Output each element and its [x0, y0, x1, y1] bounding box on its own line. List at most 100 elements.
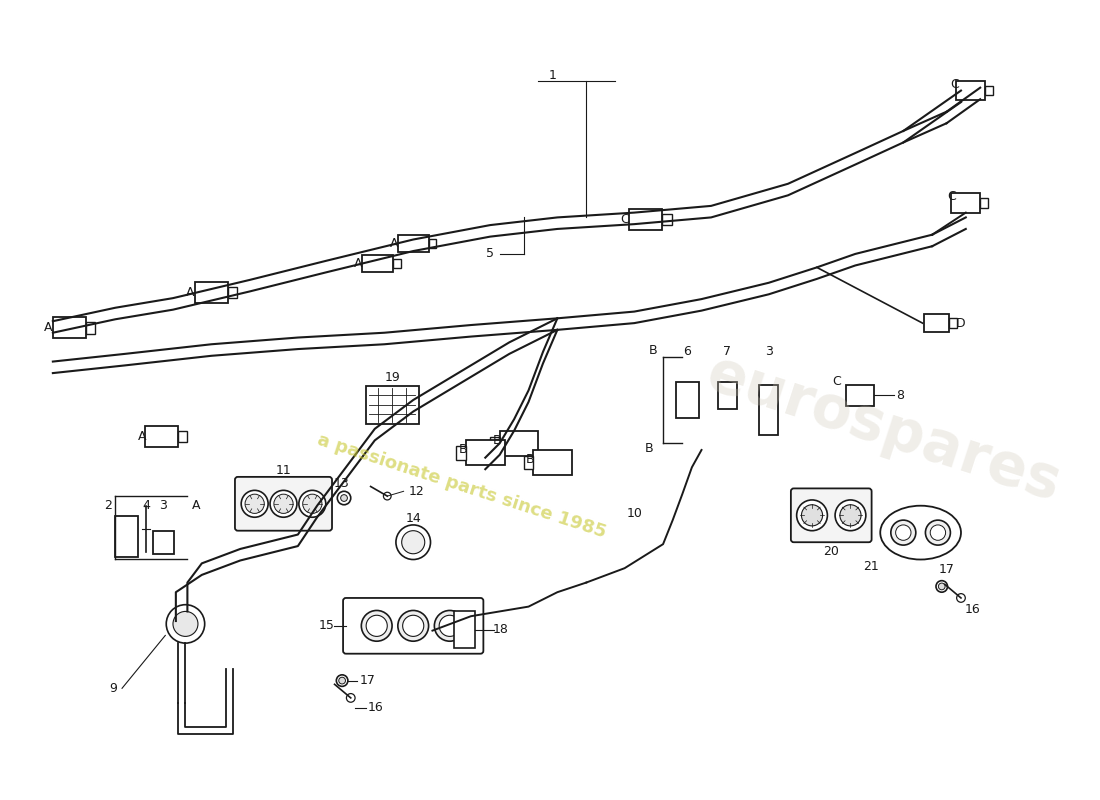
Text: 3: 3 [764, 346, 772, 358]
Circle shape [361, 610, 392, 642]
Circle shape [270, 490, 297, 518]
Text: B: B [459, 443, 468, 457]
Circle shape [936, 581, 947, 592]
Circle shape [274, 494, 293, 514]
Text: 2: 2 [103, 499, 111, 512]
Bar [759, 385, 779, 434]
Circle shape [402, 530, 425, 554]
Circle shape [835, 500, 866, 530]
Circle shape [957, 594, 966, 602]
Text: 12: 12 [408, 485, 425, 498]
Text: C: C [947, 190, 956, 202]
Text: eurospares: eurospares [700, 345, 1068, 513]
Text: 6: 6 [683, 346, 691, 358]
Text: B: B [645, 442, 653, 454]
Bar [662, 214, 672, 225]
Text: 8: 8 [895, 389, 903, 402]
Text: A: A [44, 322, 53, 334]
Text: 16: 16 [965, 603, 980, 616]
Circle shape [245, 494, 264, 514]
Ellipse shape [880, 506, 961, 559]
Bar [846, 385, 874, 406]
Text: 17: 17 [360, 674, 375, 687]
Circle shape [366, 615, 387, 636]
Circle shape [166, 605, 205, 643]
Text: 21: 21 [862, 560, 879, 573]
Text: A: A [186, 286, 195, 299]
Text: B: B [649, 343, 658, 357]
Bar [153, 530, 174, 554]
Circle shape [895, 525, 911, 540]
Circle shape [346, 694, 355, 702]
Bar [365, 386, 418, 424]
Circle shape [302, 494, 322, 514]
FancyBboxPatch shape [235, 477, 332, 530]
Bar [675, 382, 698, 418]
Circle shape [891, 520, 916, 545]
Text: 11: 11 [276, 464, 292, 477]
Circle shape [931, 525, 946, 540]
Circle shape [434, 610, 465, 642]
Circle shape [337, 675, 348, 686]
Text: 9: 9 [110, 682, 118, 694]
Circle shape [384, 492, 392, 500]
Circle shape [338, 491, 351, 505]
Bar [393, 258, 400, 268]
Text: A: A [389, 237, 398, 250]
Text: 20: 20 [823, 546, 839, 558]
Text: 16: 16 [368, 701, 384, 714]
Text: D: D [956, 317, 966, 330]
Text: 19: 19 [384, 371, 400, 384]
Bar [952, 194, 980, 213]
Circle shape [925, 520, 950, 545]
Text: 4: 4 [142, 499, 150, 512]
Bar [456, 446, 466, 459]
Text: 7: 7 [724, 346, 732, 358]
Circle shape [341, 494, 348, 502]
Bar [984, 86, 992, 95]
Text: a passionate parts since 1985: a passionate parts since 1985 [315, 431, 608, 542]
Bar [524, 456, 534, 469]
Text: 10: 10 [626, 507, 642, 520]
Bar [534, 450, 572, 475]
Text: B: B [526, 453, 535, 466]
Circle shape [339, 678, 345, 684]
Bar [924, 314, 949, 332]
Text: A: A [138, 430, 146, 443]
Text: 15: 15 [319, 619, 334, 632]
Text: 17: 17 [938, 562, 955, 576]
Circle shape [802, 505, 823, 526]
Text: 1: 1 [549, 69, 557, 82]
Circle shape [938, 583, 945, 590]
Text: A: A [354, 257, 363, 270]
Text: 14: 14 [405, 512, 421, 525]
Bar [499, 430, 538, 456]
Text: 5: 5 [486, 247, 494, 261]
Bar [362, 255, 393, 272]
Circle shape [439, 615, 460, 636]
Bar [178, 430, 187, 442]
Bar [145, 426, 178, 447]
Text: 18: 18 [493, 623, 508, 636]
Bar [491, 437, 499, 450]
Circle shape [840, 505, 861, 526]
Bar [429, 238, 437, 248]
Bar [466, 440, 505, 466]
Bar [116, 516, 139, 557]
Circle shape [398, 610, 429, 642]
Bar [86, 322, 95, 334]
Bar [195, 282, 228, 303]
Circle shape [796, 500, 827, 530]
Text: C: C [620, 213, 629, 226]
Circle shape [299, 490, 326, 518]
Text: C: C [832, 375, 840, 388]
Bar [718, 382, 737, 409]
Bar [228, 286, 238, 298]
Text: C: C [950, 78, 958, 91]
Text: 13: 13 [333, 477, 349, 490]
Bar [629, 209, 662, 230]
Bar [949, 318, 957, 328]
FancyBboxPatch shape [343, 598, 483, 654]
Text: 3: 3 [160, 499, 167, 512]
Bar [980, 198, 988, 208]
